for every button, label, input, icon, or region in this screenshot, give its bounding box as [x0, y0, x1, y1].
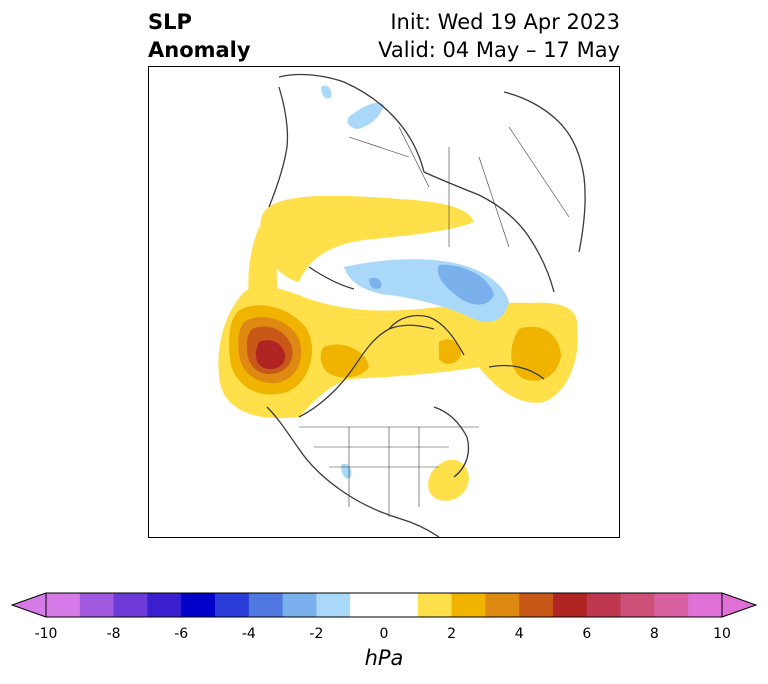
colorbar-segment: [654, 593, 689, 617]
colorbar-tick-label: 8: [649, 626, 659, 642]
title-variable: SLP: [148, 10, 192, 34]
coastlines: [266, 73, 586, 537]
colorbar-segments: [46, 593, 723, 617]
anomaly-blue-europe: [347, 102, 384, 129]
colorbar-tick-label: -10: [34, 626, 58, 642]
anomaly-gold-siberia: [511, 326, 561, 381]
colorbar-tick-label: 10: [713, 626, 731, 642]
colorbar-tick-label: -4: [241, 626, 256, 642]
anomaly-yellow-atlantic: [428, 459, 469, 501]
colorbar-segment: [316, 593, 351, 617]
map-panel: [148, 66, 620, 538]
colorbar-segment: [113, 593, 148, 617]
anomaly-yellow-west-arc: [248, 227, 289, 297]
colorbar-segment: [688, 593, 723, 617]
anomaly-gold-canada: [320, 344, 369, 378]
colorbar-segment: [215, 593, 250, 617]
colorbar-units: hPa: [364, 646, 404, 670]
colorbar-segment: [46, 593, 81, 617]
colorbar-tick-label: -6: [174, 626, 189, 642]
colorbar-outline: [45, 592, 723, 618]
colorbar-extend-left: [10, 592, 47, 618]
anomaly-blue-scandinavia: [321, 85, 332, 99]
colorbar-segment: [147, 593, 182, 617]
title-init-date: Init: Wed 19 Apr 2023: [390, 10, 620, 34]
colorbar-segment: [620, 593, 655, 617]
anomaly-blue-mid-eurasia: [437, 264, 494, 305]
colorbar-segment: [451, 593, 486, 617]
colorbar-segment: [79, 593, 115, 617]
colorbar-tick-label: -2: [309, 626, 324, 642]
colorbar-segment: [586, 593, 622, 617]
anomaly-red-core-pacific: [255, 340, 286, 370]
borders: [299, 126, 570, 517]
title-variable-2: Anomaly: [148, 38, 251, 62]
colorbar-segment: [519, 593, 554, 617]
colorbar-tick-labels: -10 -8 -6 -4 -2 0 2 4 6 8 10: [0, 626, 768, 646]
colorbar: [10, 592, 758, 618]
colorbar-segment: [248, 593, 284, 617]
colorbar-segment: [282, 593, 317, 617]
map-svg: [218, 73, 586, 537]
title-valid-range: Valid: 04 May – 17 May: [378, 38, 620, 62]
colorbar-segment: [417, 593, 453, 617]
colorbar-tick-label: 2: [447, 626, 457, 642]
colorbar-tick-label: 4: [514, 626, 524, 642]
colorbar-tick-label: 0: [379, 626, 389, 642]
colorbar-segment: [485, 593, 520, 617]
colorbar-tick-label: -8: [106, 626, 121, 642]
anomaly-blue-us: [341, 463, 352, 479]
colorbar-tick-label: 6: [582, 626, 592, 642]
colorbar-segment: [350, 593, 385, 617]
colorbar-segment: [384, 593, 419, 617]
chart-title-left: SLP Anomaly: [148, 8, 251, 64]
anomaly-blue-spot: [369, 277, 382, 289]
anomaly-yellow-north: [260, 195, 474, 282]
colorbar-segment: [181, 593, 216, 617]
colorbar-extend-right: [721, 592, 758, 618]
colorbar-segment: [553, 593, 588, 617]
anomaly-gold-arctic: [439, 339, 461, 364]
chart-title-right: Init: Wed 19 Apr 2023 Valid: 04 May – 17…: [378, 8, 620, 64]
